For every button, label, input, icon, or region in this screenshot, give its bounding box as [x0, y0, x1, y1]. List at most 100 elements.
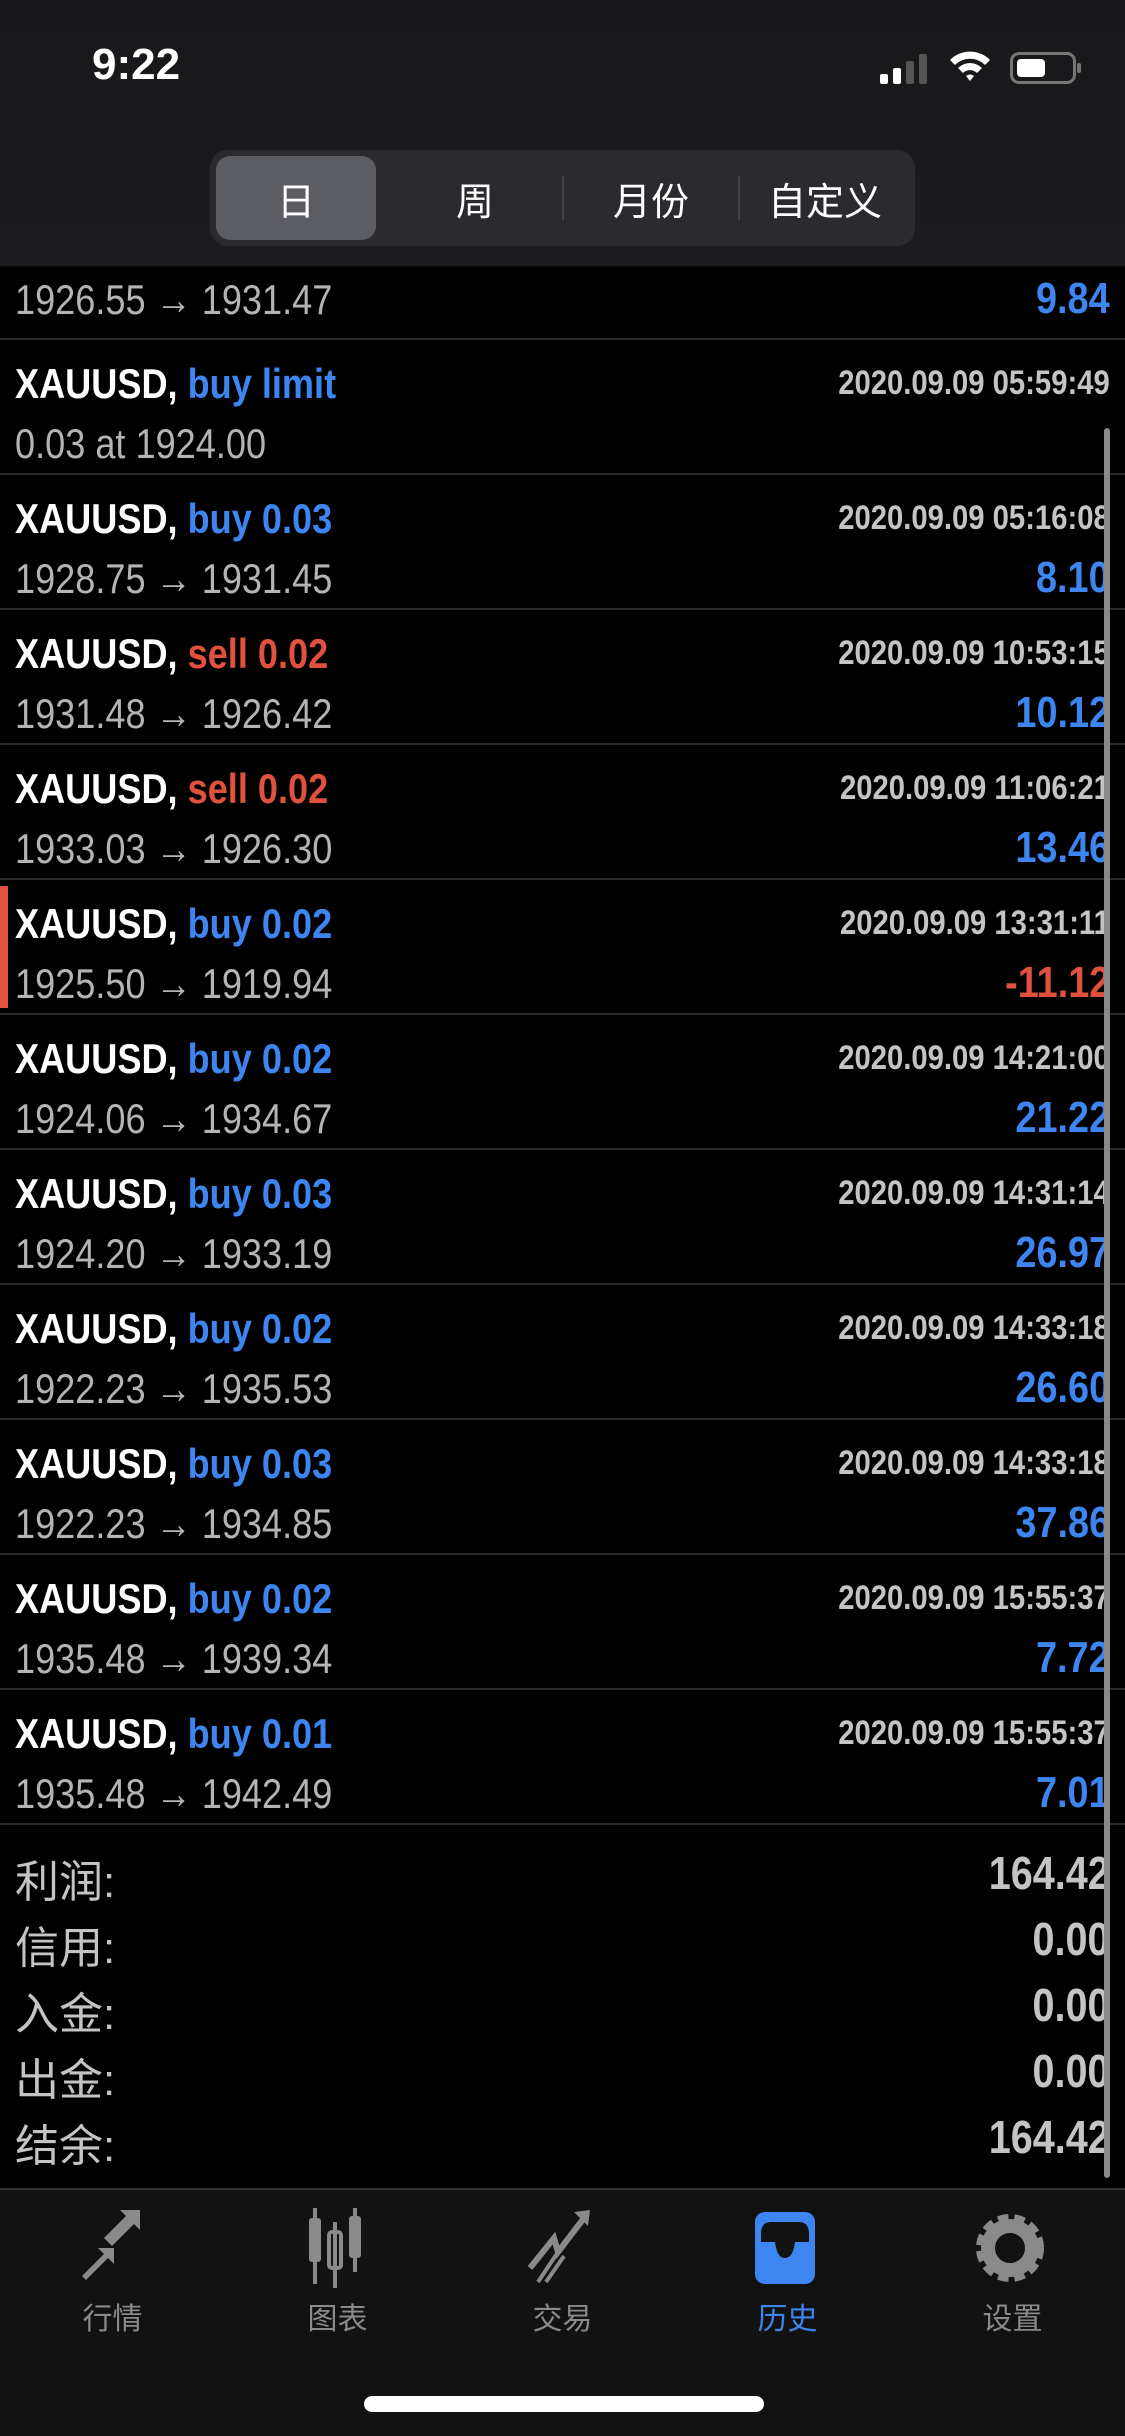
- summary-label: 利润:: [15, 1858, 116, 1907]
- status-time: 9:22: [92, 40, 181, 89]
- table-row[interactable]: XAUUSD, buy 0.02 2020.09.09 14:33:18 1922.…: [0, 1285, 1125, 1420]
- tab-label: 设置: [982, 2303, 1043, 2336]
- trade-trend-icon: [527, 2210, 590, 2284]
- row-time: 2020.09.09 15:55:37: [838, 1579, 1110, 1617]
- row-title: XAUUSD, sell 0.02: [15, 630, 328, 678]
- row-title: XAUUSD, buy 0.03: [15, 1440, 332, 1488]
- row-title: XAUUSD, buy 0.02: [15, 1035, 332, 1083]
- tab-label: 图表: [307, 2303, 368, 2336]
- segment-divider: [562, 176, 564, 220]
- tab-label: 交易: [532, 2303, 593, 2336]
- summary-row: 结余: 164.42: [0, 2104, 1125, 2171]
- row-time: 2020.09.09 05:59:49: [838, 364, 1110, 402]
- account-summary: 利润: 164.42 信用: 0.00 入金: 0.00 出金: 0.00 结余: 164.42: [0, 1840, 1125, 2171]
- row-title: XAUUSD, buy 0.01: [15, 1710, 332, 1758]
- summary-row: 信用: 0.00: [0, 1906, 1125, 1973]
- row-profit: -11.12: [1004, 958, 1110, 1007]
- row-profit: 8.10: [1036, 553, 1110, 602]
- summary-row: 入金: 0.00: [0, 1972, 1125, 2039]
- summary-row: 出金: 0.00: [0, 2038, 1125, 2105]
- row-order-type: buy 0.03: [187, 1440, 333, 1487]
- table-row[interactable]: XAUUSD, buy 0.02 2020.09.09 15:55:37 1935.…: [0, 1555, 1125, 1690]
- row-time: 2020.09.09 14:33:18: [838, 1309, 1110, 1347]
- row-profit: 21.22: [1015, 1093, 1110, 1142]
- row-title: XAUUSD, buy 0.03: [15, 1170, 332, 1218]
- table-row[interactable]: XAUUSD, buy 0.02 2020.09.09 13:31:11 1925.…: [0, 880, 1125, 1015]
- row-prices: 1935.48 → 1939.34: [15, 1635, 333, 1682]
- row-profit: 37.86: [1015, 1498, 1110, 1547]
- segment-day[interactable]: 日: [216, 156, 376, 240]
- table-row[interactable]: XAUUSD, buy 0.03 2020.09.09 14:33:18 1922.…: [0, 1420, 1125, 1555]
- row-order-type: buy 0.02: [187, 900, 333, 947]
- summary-value: 0.00: [1033, 1913, 1110, 1965]
- row-prices: 1931.48 → 1926.42: [15, 690, 333, 737]
- row-order-type: buy 0.03: [187, 495, 333, 542]
- row-order-type: buy 0.01: [187, 1710, 333, 1757]
- table-row[interactable]: XAUUSD, buy 0.02 2020.09.09 14:21:00 1924.…: [0, 1015, 1125, 1150]
- table-row[interactable]: XAUUSD, buy 0.03 2020.09.09 05:16:08 1928.…: [0, 475, 1125, 610]
- summary-row: 利润: 164.42: [0, 1840, 1125, 1907]
- row-order-type: buy 0.02: [187, 1575, 333, 1622]
- table-row[interactable]: XAUUSD, buy 0.01 2020.09.09 15:55:37 1935.…: [0, 1690, 1125, 1825]
- row-order-type: buy limit: [187, 360, 337, 407]
- table-row[interactable]: XAUUSD, buy 0.03 2020.09.09 14:31:14 1924.…: [0, 1150, 1125, 1285]
- row-prices: 1925.50 → 1919.94: [15, 960, 333, 1007]
- tab-label: 历史: [757, 2303, 818, 2336]
- row-profit: 13.46: [1015, 823, 1110, 872]
- history-inbox-icon: [755, 2212, 815, 2284]
- row-prices: 1924.06 → 1934.67: [15, 1095, 333, 1142]
- row-order-type: sell 0.02: [187, 765, 329, 812]
- row-profit: 7.01: [1036, 1768, 1110, 1817]
- selected-row-marker: [0, 886, 8, 1008]
- segment-week[interactable]: 周: [455, 181, 494, 224]
- period-segmented-control: 日 周 月份 自定义: [210, 150, 915, 246]
- row-prices: 1922.23 → 1934.85: [15, 1500, 333, 1547]
- row-time: 2020.09.09 11:06:21: [840, 769, 1110, 807]
- row-symbol: XAUUSD,: [15, 1035, 178, 1082]
- row-order-type: buy 0.02: [187, 1035, 333, 1082]
- row-symbol: XAUUSD,: [15, 360, 178, 407]
- row-title: XAUUSD, buy 0.03: [15, 495, 332, 543]
- tab-candlestick-chart[interactable]: 图表: [225, 2190, 450, 2340]
- row-symbol: XAUUSD,: [15, 765, 178, 812]
- table-row[interactable]: 1926.55 → 1931.47 9.84: [0, 266, 1125, 340]
- row-time: 2020.09.09 13:31:11: [840, 904, 1110, 942]
- row-profit: 26.97: [1015, 1228, 1110, 1277]
- row-title: XAUUSD, buy 0.02: [15, 1575, 332, 1623]
- tab-trade-trend[interactable]: 交易: [450, 2190, 675, 2340]
- summary-label: 入金:: [15, 1990, 116, 2039]
- row-prices: 0.03 at 1924.00: [15, 420, 267, 467]
- row-order-type: buy 0.02: [187, 1305, 333, 1352]
- row-time: 2020.09.09 14:33:18: [838, 1444, 1110, 1482]
- row-time: 2020.09.09 05:16:08: [838, 499, 1110, 537]
- summary-value: 0.00: [1033, 1979, 1110, 2031]
- table-row[interactable]: XAUUSD, sell 0.02 2020.09.09 11:06:21 1933…: [0, 745, 1125, 880]
- battery-icon: [1010, 52, 1081, 84]
- tab-label: 行情: [82, 2303, 143, 2336]
- row-profit: 26.60: [1015, 1363, 1110, 1412]
- row-symbol: XAUUSD,: [15, 1305, 178, 1352]
- tab-settings-gear[interactable]: 设置: [900, 2190, 1125, 2340]
- table-row[interactable]: XAUUSD, sell 0.02 2020.09.09 10:53:15 1931…: [0, 610, 1125, 745]
- row-prices: 1933.03 → 1926.30: [15, 825, 333, 872]
- row-symbol: XAUUSD,: [15, 900, 178, 947]
- segment-custom[interactable]: 自定义: [767, 181, 882, 224]
- candlestick-chart-icon: [309, 2208, 361, 2288]
- wifi-icon: [950, 51, 990, 81]
- summary-label: 信用:: [15, 1924, 116, 1973]
- tab-history-inbox[interactable]: 历史: [675, 2190, 900, 2340]
- segment-month[interactable]: 月份: [612, 181, 689, 224]
- row-title: XAUUSD, buy limit: [15, 360, 336, 408]
- home-indicator[interactable]: [364, 2396, 764, 2412]
- row-time: 2020.09.09 14:21:00: [838, 1039, 1110, 1077]
- row-profit: 10.12: [1015, 688, 1110, 737]
- row-symbol: XAUUSD,: [15, 1440, 178, 1487]
- scrollbar[interactable]: [1104, 428, 1110, 2178]
- row-prices: 1922.23 → 1935.53: [15, 1365, 333, 1412]
- tab-quotes-arrows[interactable]: 行情: [0, 2190, 225, 2340]
- table-row[interactable]: XAUUSD, buy limit 2020.09.09 05:59:49 0.03…: [0, 340, 1125, 475]
- summary-label: 出金:: [15, 2056, 116, 2105]
- row-title: XAUUSD, buy 0.02: [15, 900, 332, 948]
- row-title: XAUUSD, sell 0.02: [15, 765, 328, 813]
- row-time: 2020.09.09 15:55:37: [838, 1714, 1110, 1752]
